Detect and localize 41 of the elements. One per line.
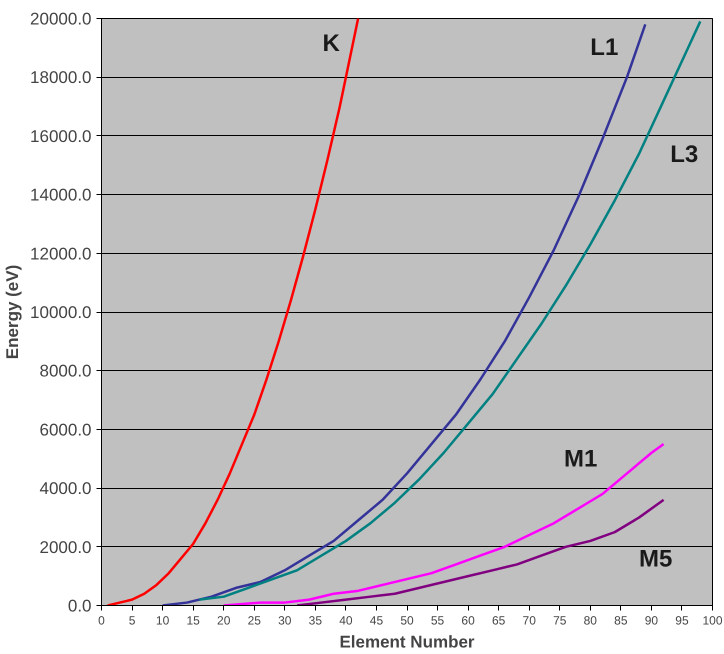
x-tick-label: 10 xyxy=(156,614,170,628)
y-tick-label: 2000.0 xyxy=(40,538,92,557)
series-label: M1 xyxy=(564,446,598,473)
x-tick-label: 100 xyxy=(702,614,723,628)
x-tick-label: 30 xyxy=(278,614,292,628)
x-tick-label: 45 xyxy=(370,614,384,628)
x-tick-label: 65 xyxy=(492,614,506,628)
y-tick-label: 4000.0 xyxy=(40,479,92,498)
x-tick-label: 50 xyxy=(400,614,414,628)
series-label: K xyxy=(322,30,340,57)
x-tick-label: 60 xyxy=(461,614,476,628)
x-tick-label: 85 xyxy=(614,614,628,628)
y-tick-label: 0.0 xyxy=(68,596,92,616)
series-label: L1 xyxy=(590,34,618,61)
y-tick-label: 6000.0 xyxy=(40,420,92,440)
x-tick-label: 5 xyxy=(128,614,136,628)
x-tick-label: 90 xyxy=(644,614,658,628)
x-tick-label: 75 xyxy=(553,614,567,628)
y-tick-label: 14000.0 xyxy=(30,186,92,205)
x-tick-label: 0 xyxy=(98,614,106,628)
y-tick-label: 12000.0 xyxy=(30,244,92,264)
x-tick-label: 25 xyxy=(248,614,262,628)
x-tick-label: 95 xyxy=(675,614,689,628)
x-tick-label: 80 xyxy=(584,614,598,628)
x-tick-label: 20 xyxy=(217,614,231,628)
line-series xyxy=(106,18,360,606)
y-tick-label: 20000.0 xyxy=(30,10,92,28)
y-tick-label: 8000.0 xyxy=(40,362,92,381)
x-axis-title: Element Number xyxy=(339,632,475,652)
series-label: L3 xyxy=(670,140,698,168)
y-tick-label: 16000.0 xyxy=(30,126,92,146)
y-axis-title: Energy (eV) xyxy=(3,264,22,360)
x-tick-label: 55 xyxy=(430,614,445,628)
x-tick-label: 70 xyxy=(522,614,536,628)
x-tick-label: 15 xyxy=(186,614,200,628)
line-series xyxy=(198,20,702,601)
x-tick-label: 35 xyxy=(308,614,322,628)
series-label: M5 xyxy=(638,545,672,572)
y-tick-label: 18000.0 xyxy=(30,68,92,88)
x-tick-label: 40 xyxy=(339,614,353,628)
y-tick-label: 10000.0 xyxy=(30,303,92,322)
